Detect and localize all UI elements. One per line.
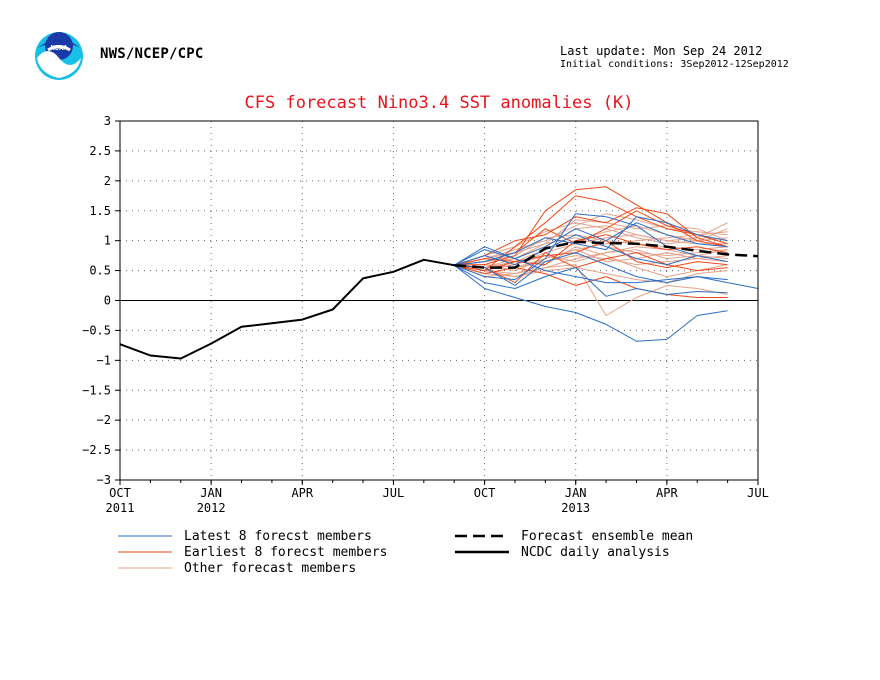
legend-label-latest: Latest 8 forecst members	[184, 529, 372, 544]
y-tick-label: −2.5	[82, 443, 111, 457]
y-tick-label: 2.5	[89, 144, 111, 158]
x-tick-label: APR	[291, 486, 313, 500]
legend-label-other: Other forecast members	[184, 561, 356, 576]
legend-label-mean: Forecast ensemble mean	[521, 529, 693, 544]
x-year-label: 2011	[106, 501, 135, 515]
analysis-line	[119, 258, 455, 360]
y-tick-label: 0	[104, 294, 111, 308]
x-tick-label: JAN	[200, 486, 222, 500]
latest-member-line	[454, 216, 728, 266]
y-tick-label: −3	[97, 473, 111, 487]
other-member-line	[454, 246, 728, 275]
latest-members	[453, 213, 759, 342]
latest-member-line	[453, 246, 759, 289]
ensemble-mean-line	[454, 240, 759, 269]
earliest-member-line	[454, 195, 728, 272]
latest-member-line	[454, 234, 728, 266]
x-year-label: 2013	[561, 501, 590, 515]
x-tick-label: APR	[656, 486, 678, 500]
x-tick-label: JAN	[565, 486, 587, 500]
x-tick-label: JUL	[747, 486, 769, 500]
mean-series	[454, 240, 759, 269]
y-tick-label: 3	[104, 114, 111, 128]
latest-member-line	[454, 252, 728, 286]
analysis-series	[119, 258, 455, 360]
y-tick-label: 1	[104, 234, 111, 248]
earliest-member-line	[454, 207, 728, 266]
latest-member-line	[454, 213, 698, 281]
chart-title: CFS forecast Nino3.4 SST anomalies (K)	[245, 93, 634, 113]
other-member-line	[454, 222, 728, 266]
logo-text: NOAA	[51, 44, 69, 52]
earliest-member-line	[454, 252, 728, 284]
y-tick-label: 2	[104, 174, 111, 188]
last-update: Last update: Mon Sep 24 2012	[560, 44, 763, 58]
earliest-member-line	[454, 264, 728, 298]
legend-label-earliest: Earliest 8 forecst members	[184, 545, 388, 560]
y-tick-label: 1.5	[89, 204, 111, 218]
y-tick-label: −1	[97, 353, 111, 367]
legend-label-analysis: NCDC daily analysis	[521, 545, 670, 560]
x-tick-label: OCT	[109, 486, 131, 500]
y-tick-label: −1.5	[82, 383, 111, 397]
x-tick-label: OCT	[474, 486, 496, 500]
y-tick-label: −0.5	[82, 323, 111, 337]
other-member-line	[454, 219, 728, 266]
latest-member-line	[453, 264, 728, 342]
y-tick-label: 0.5	[89, 264, 111, 278]
earliest-members	[454, 186, 728, 298]
y-axis: 3 2.5 2 1.5 1 0.5 0 −0.5 −1 −1.5 −2 −2.5 −3	[82, 114, 120, 487]
grid	[120, 121, 758, 480]
noaa-logo: NOAA	[35, 32, 83, 80]
x-year-label: 2012	[197, 501, 226, 515]
x-tick-label: JUL	[383, 486, 405, 500]
latest-member-line	[453, 222, 728, 266]
latest-member-line	[453, 264, 728, 297]
agency-label: NWS/NCEP/CPC	[100, 46, 204, 62]
initial-conditions: Initial conditions: 3Sep2012-12Sep2012	[560, 59, 789, 70]
y-tick-label: −2	[97, 413, 111, 427]
